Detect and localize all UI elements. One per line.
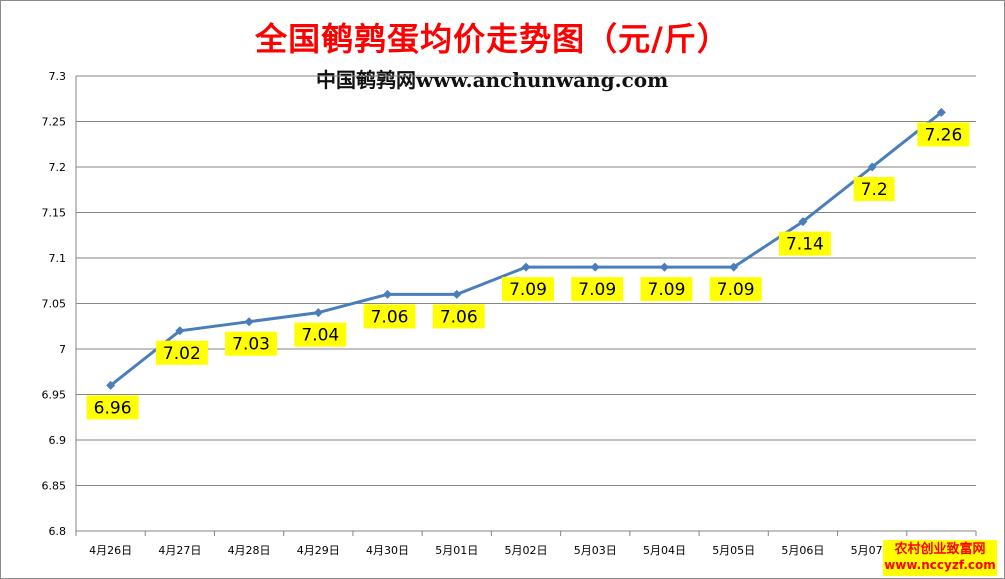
data-label: 6.96 xyxy=(94,398,132,418)
data-point-marker xyxy=(659,262,669,272)
data-label: 7.14 xyxy=(786,235,824,255)
chart-subtitle: 中国鹌鹑网www.anchunwang.com xyxy=(316,68,669,92)
data-label: 7.06 xyxy=(440,307,478,327)
y-tick-label: 6.9 xyxy=(49,434,67,447)
y-tick-label: 6.85 xyxy=(42,480,67,493)
data-label: 7.26 xyxy=(924,125,962,145)
y-tick-label: 7.15 xyxy=(42,207,67,220)
y-tick-label: 7.1 xyxy=(49,252,67,265)
y-tick-label: 6.95 xyxy=(42,389,67,402)
data-label: 7.09 xyxy=(648,280,686,300)
x-tick-label: 4月29日 xyxy=(297,544,340,557)
y-tick-label: 7.2 xyxy=(49,161,67,174)
data-label-box xyxy=(294,322,347,347)
x-tick-label: 4月28日 xyxy=(228,544,271,557)
data-point-marker xyxy=(798,217,808,227)
data-point-marker xyxy=(175,326,185,336)
data-label-box xyxy=(432,304,485,329)
data-point-marker xyxy=(867,162,877,172)
data-label-box xyxy=(363,304,416,329)
x-tick-label: 5月05日 xyxy=(712,544,755,557)
data-label-box xyxy=(640,277,693,302)
data-label-box xyxy=(853,177,895,201)
x-tick-label: 5月07日 xyxy=(851,544,894,557)
data-point-marker xyxy=(452,289,462,299)
data-label: 7.09 xyxy=(717,280,755,300)
watermark-badge: 农村创业致富网 www.nccyzf.com xyxy=(883,540,997,576)
data-point-marker xyxy=(383,289,393,299)
data-point-marker xyxy=(313,308,323,318)
y-tick-label: 7.05 xyxy=(42,298,67,311)
data-label: 7.09 xyxy=(509,280,547,300)
data-label-box xyxy=(917,122,970,147)
data-label-box xyxy=(778,231,831,256)
data-point-marker xyxy=(521,262,531,272)
data-label: 7.04 xyxy=(301,326,339,346)
x-tick-label: 5月03日 xyxy=(574,544,617,557)
x-tick-label: 5月02日 xyxy=(505,544,548,557)
data-label-box xyxy=(709,277,762,302)
data-point-marker xyxy=(590,262,600,272)
chart-title: 全国鹌鹑蛋均价走势图（元/斤） xyxy=(255,20,730,58)
data-point-marker xyxy=(936,107,946,117)
data-label-box xyxy=(155,340,208,365)
x-tick-label: 5月04日 xyxy=(643,544,686,557)
data-label-box xyxy=(571,277,624,302)
data-point-marker xyxy=(244,317,254,327)
x-tick-label: 5月06日 xyxy=(781,544,824,557)
data-label-box xyxy=(225,331,278,356)
y-tick-label: 7.3 xyxy=(49,70,67,83)
y-tick-label: 7 xyxy=(59,343,66,356)
y-tick-label: 7.25 xyxy=(42,116,67,129)
x-tick-label: 4月27日 xyxy=(158,544,201,557)
x-tick-label: 4月26日 xyxy=(89,544,132,557)
data-label-box xyxy=(86,395,139,420)
data-label: 7.09 xyxy=(578,280,616,300)
x-tick-label: 5月01日 xyxy=(435,544,478,557)
watermark-url: www.nccyzf.com xyxy=(884,558,996,572)
data-point-marker xyxy=(729,262,739,272)
x-tick-label: 4月30日 xyxy=(366,544,409,557)
data-label: 7.06 xyxy=(371,307,409,327)
data-point-marker xyxy=(106,380,116,390)
data-label: 7.03 xyxy=(232,335,270,355)
watermark-site-name: 农村创业致富网 xyxy=(894,542,986,557)
data-label: 7.2 xyxy=(861,180,888,200)
data-label-box xyxy=(502,277,554,302)
y-tick-label: 6.8 xyxy=(49,525,67,538)
data-label: 7.02 xyxy=(163,344,201,364)
